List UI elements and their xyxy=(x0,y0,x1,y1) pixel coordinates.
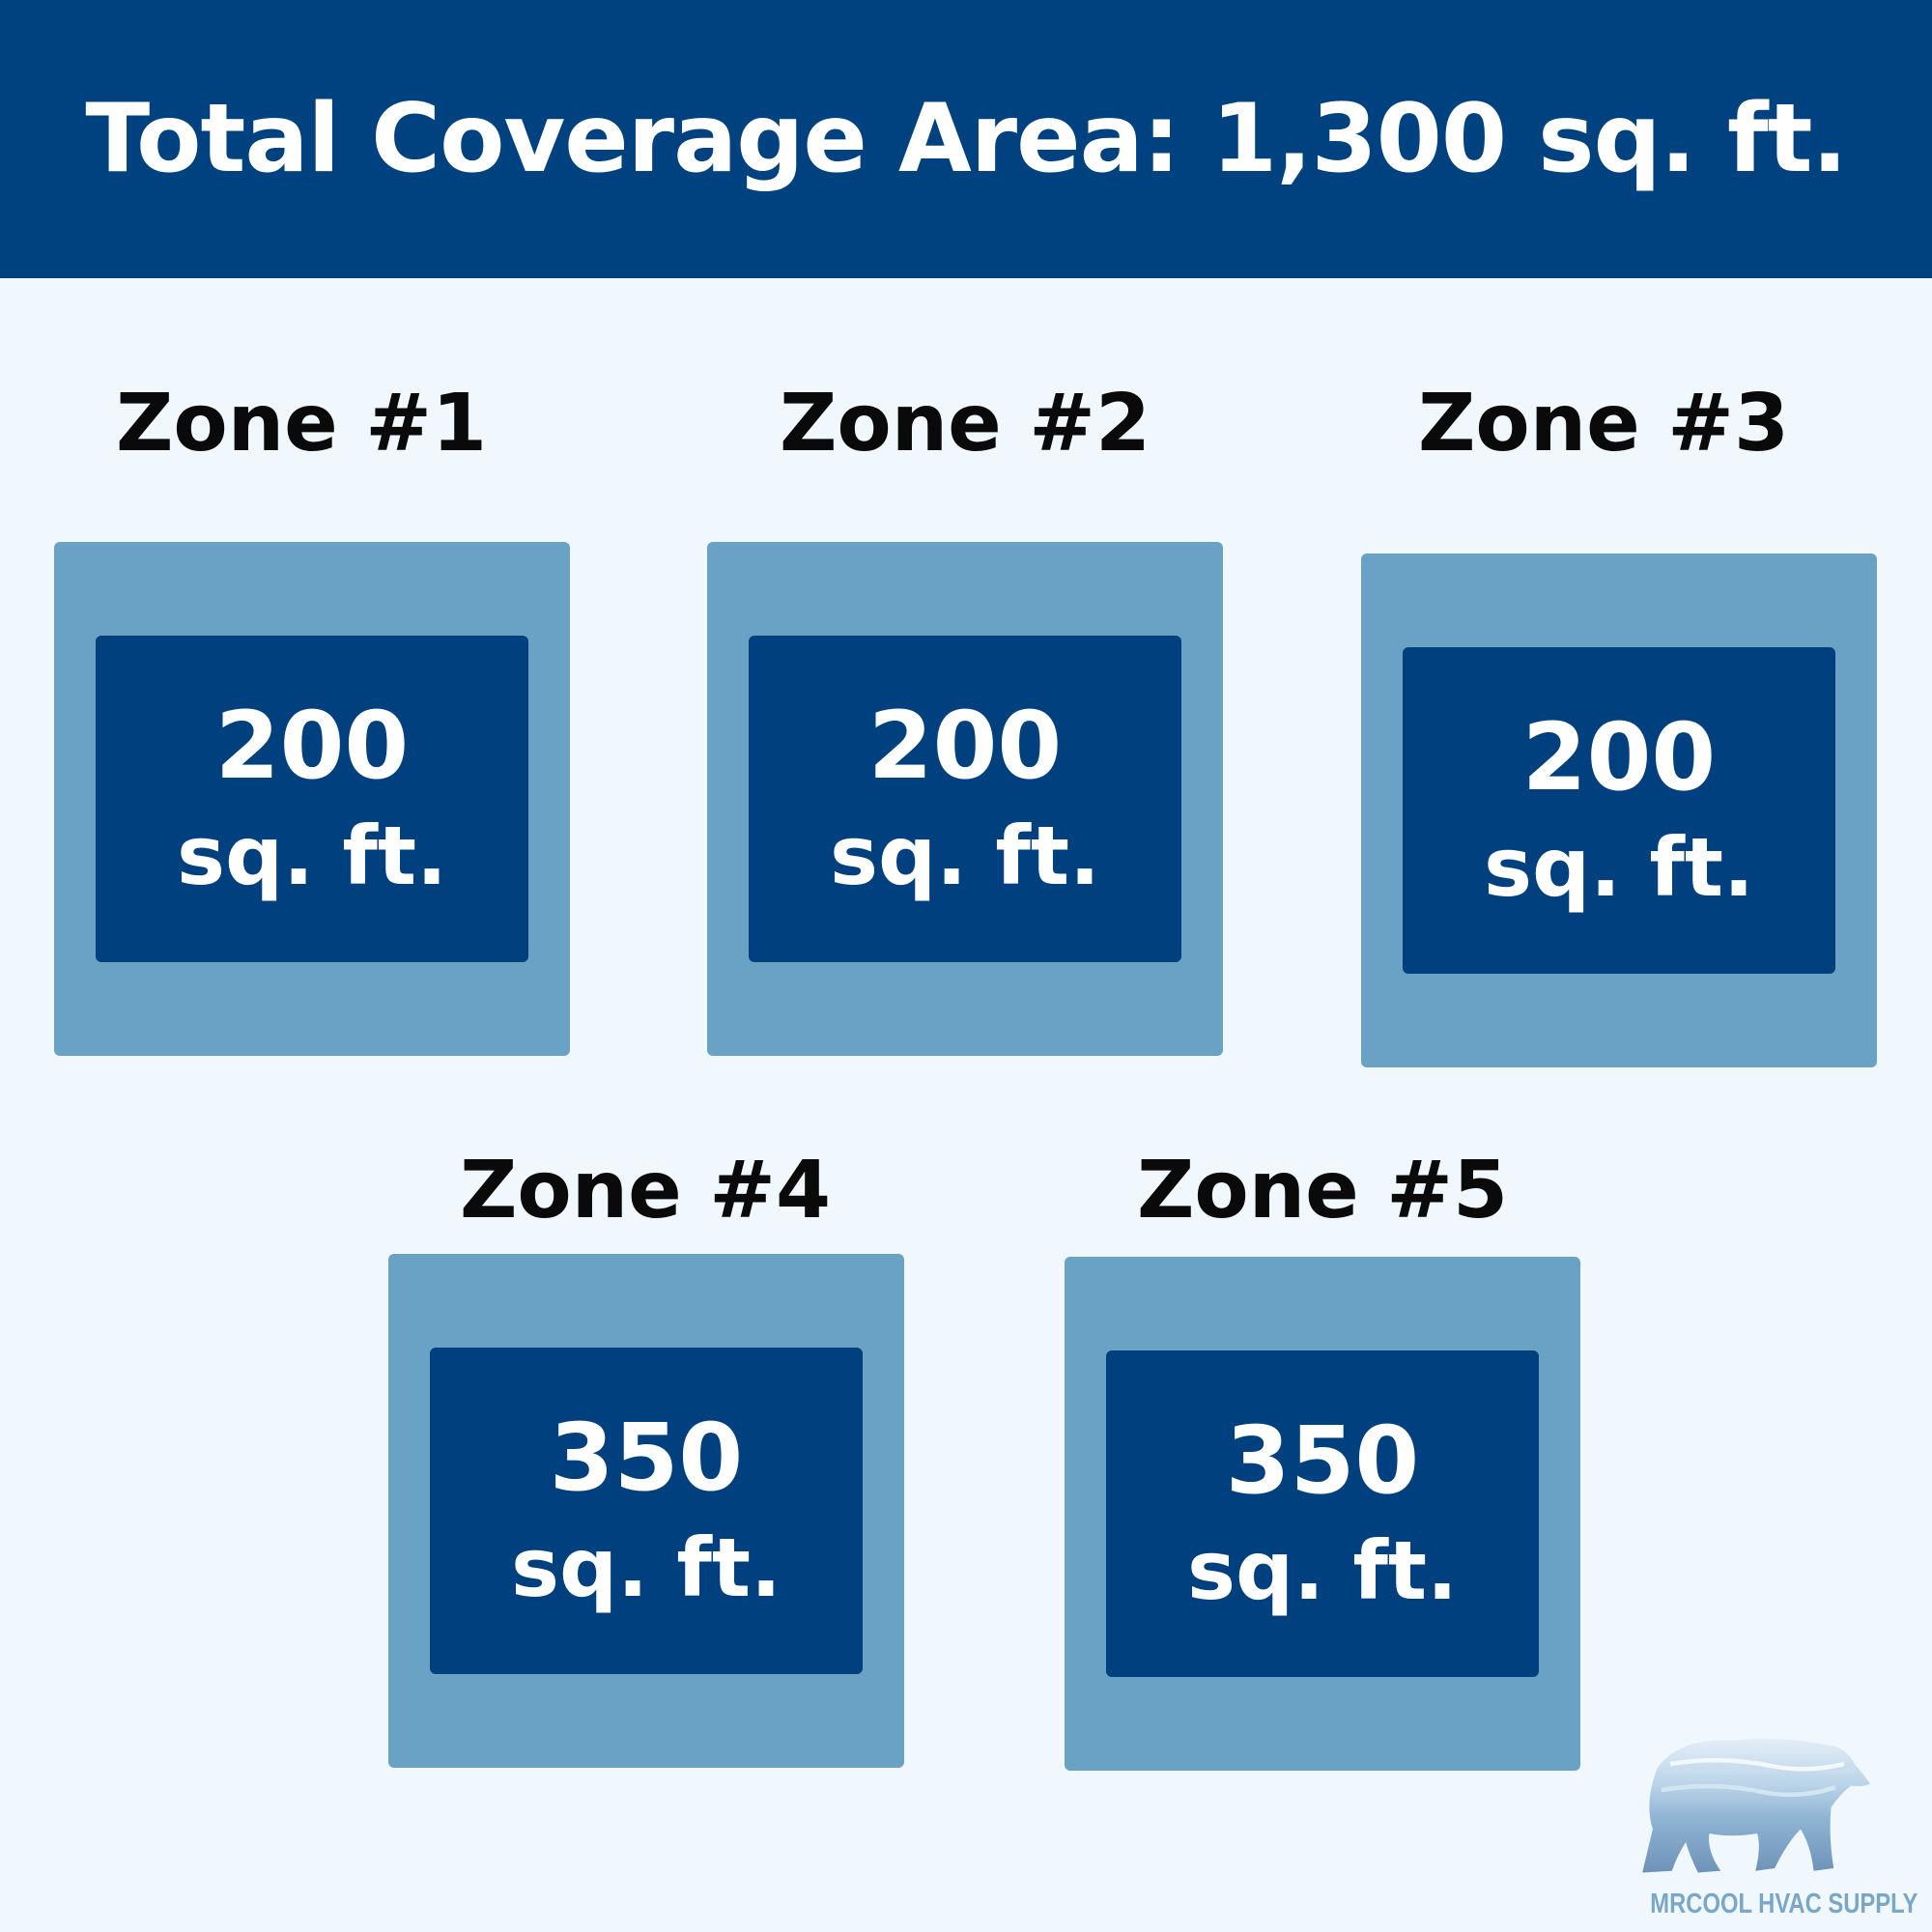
zone-2-area: 200 sq. ft. xyxy=(749,636,1181,962)
zone-4-box: 350 sq. ft. xyxy=(388,1254,904,1768)
zone-5-area: 350 sq. ft. xyxy=(1106,1350,1539,1677)
zone-3-value: 200 xyxy=(1521,703,1717,812)
header-banner: Total Coverage Area: 1,300 sq. ft. xyxy=(0,0,1932,278)
zone-5-box: 350 sq. ft. xyxy=(1065,1257,1580,1771)
zone-4-unit: sq. ft. xyxy=(511,1520,781,1616)
zone-4-value: 350 xyxy=(549,1404,744,1513)
page-title: Total Coverage Area: 1,300 sq. ft. xyxy=(85,84,1847,194)
brand-logo: MRCOOL HVAC SUPPLY xyxy=(1627,1719,1918,1926)
zone-5-value: 350 xyxy=(1225,1406,1420,1516)
zone-1-box: 200 sq. ft. xyxy=(54,542,570,1056)
zone-2-value: 200 xyxy=(867,692,1063,801)
zone-3-box: 200 sq. ft. xyxy=(1361,554,1877,1067)
logo-text: MRCOOL HVAC SUPPLY xyxy=(1650,1889,1918,1919)
zone-5-unit: sq. ft. xyxy=(1187,1523,1458,1619)
zone-2-unit: sq. ft. xyxy=(830,809,1100,904)
zone-1-value: 200 xyxy=(214,692,410,801)
zone-3-area: 200 sq. ft. xyxy=(1403,647,1835,974)
zone-1-unit: sq. ft. xyxy=(177,809,447,904)
zone-4-area: 350 sq. ft. xyxy=(430,1348,863,1674)
zone-2-label: Zone #2 xyxy=(779,378,1151,469)
zone-3-label: Zone #3 xyxy=(1417,378,1790,469)
zone-3-unit: sq. ft. xyxy=(1484,820,1754,916)
zone-1-label: Zone #1 xyxy=(115,378,488,469)
zone-1-area: 200 sq. ft. xyxy=(96,636,528,962)
zone-5-label: Zone #5 xyxy=(1136,1145,1509,1236)
zone-2-box: 200 sq. ft. xyxy=(707,542,1223,1056)
zone-4-label: Zone #4 xyxy=(459,1145,832,1236)
polar-bear-icon xyxy=(1642,1738,1870,1873)
